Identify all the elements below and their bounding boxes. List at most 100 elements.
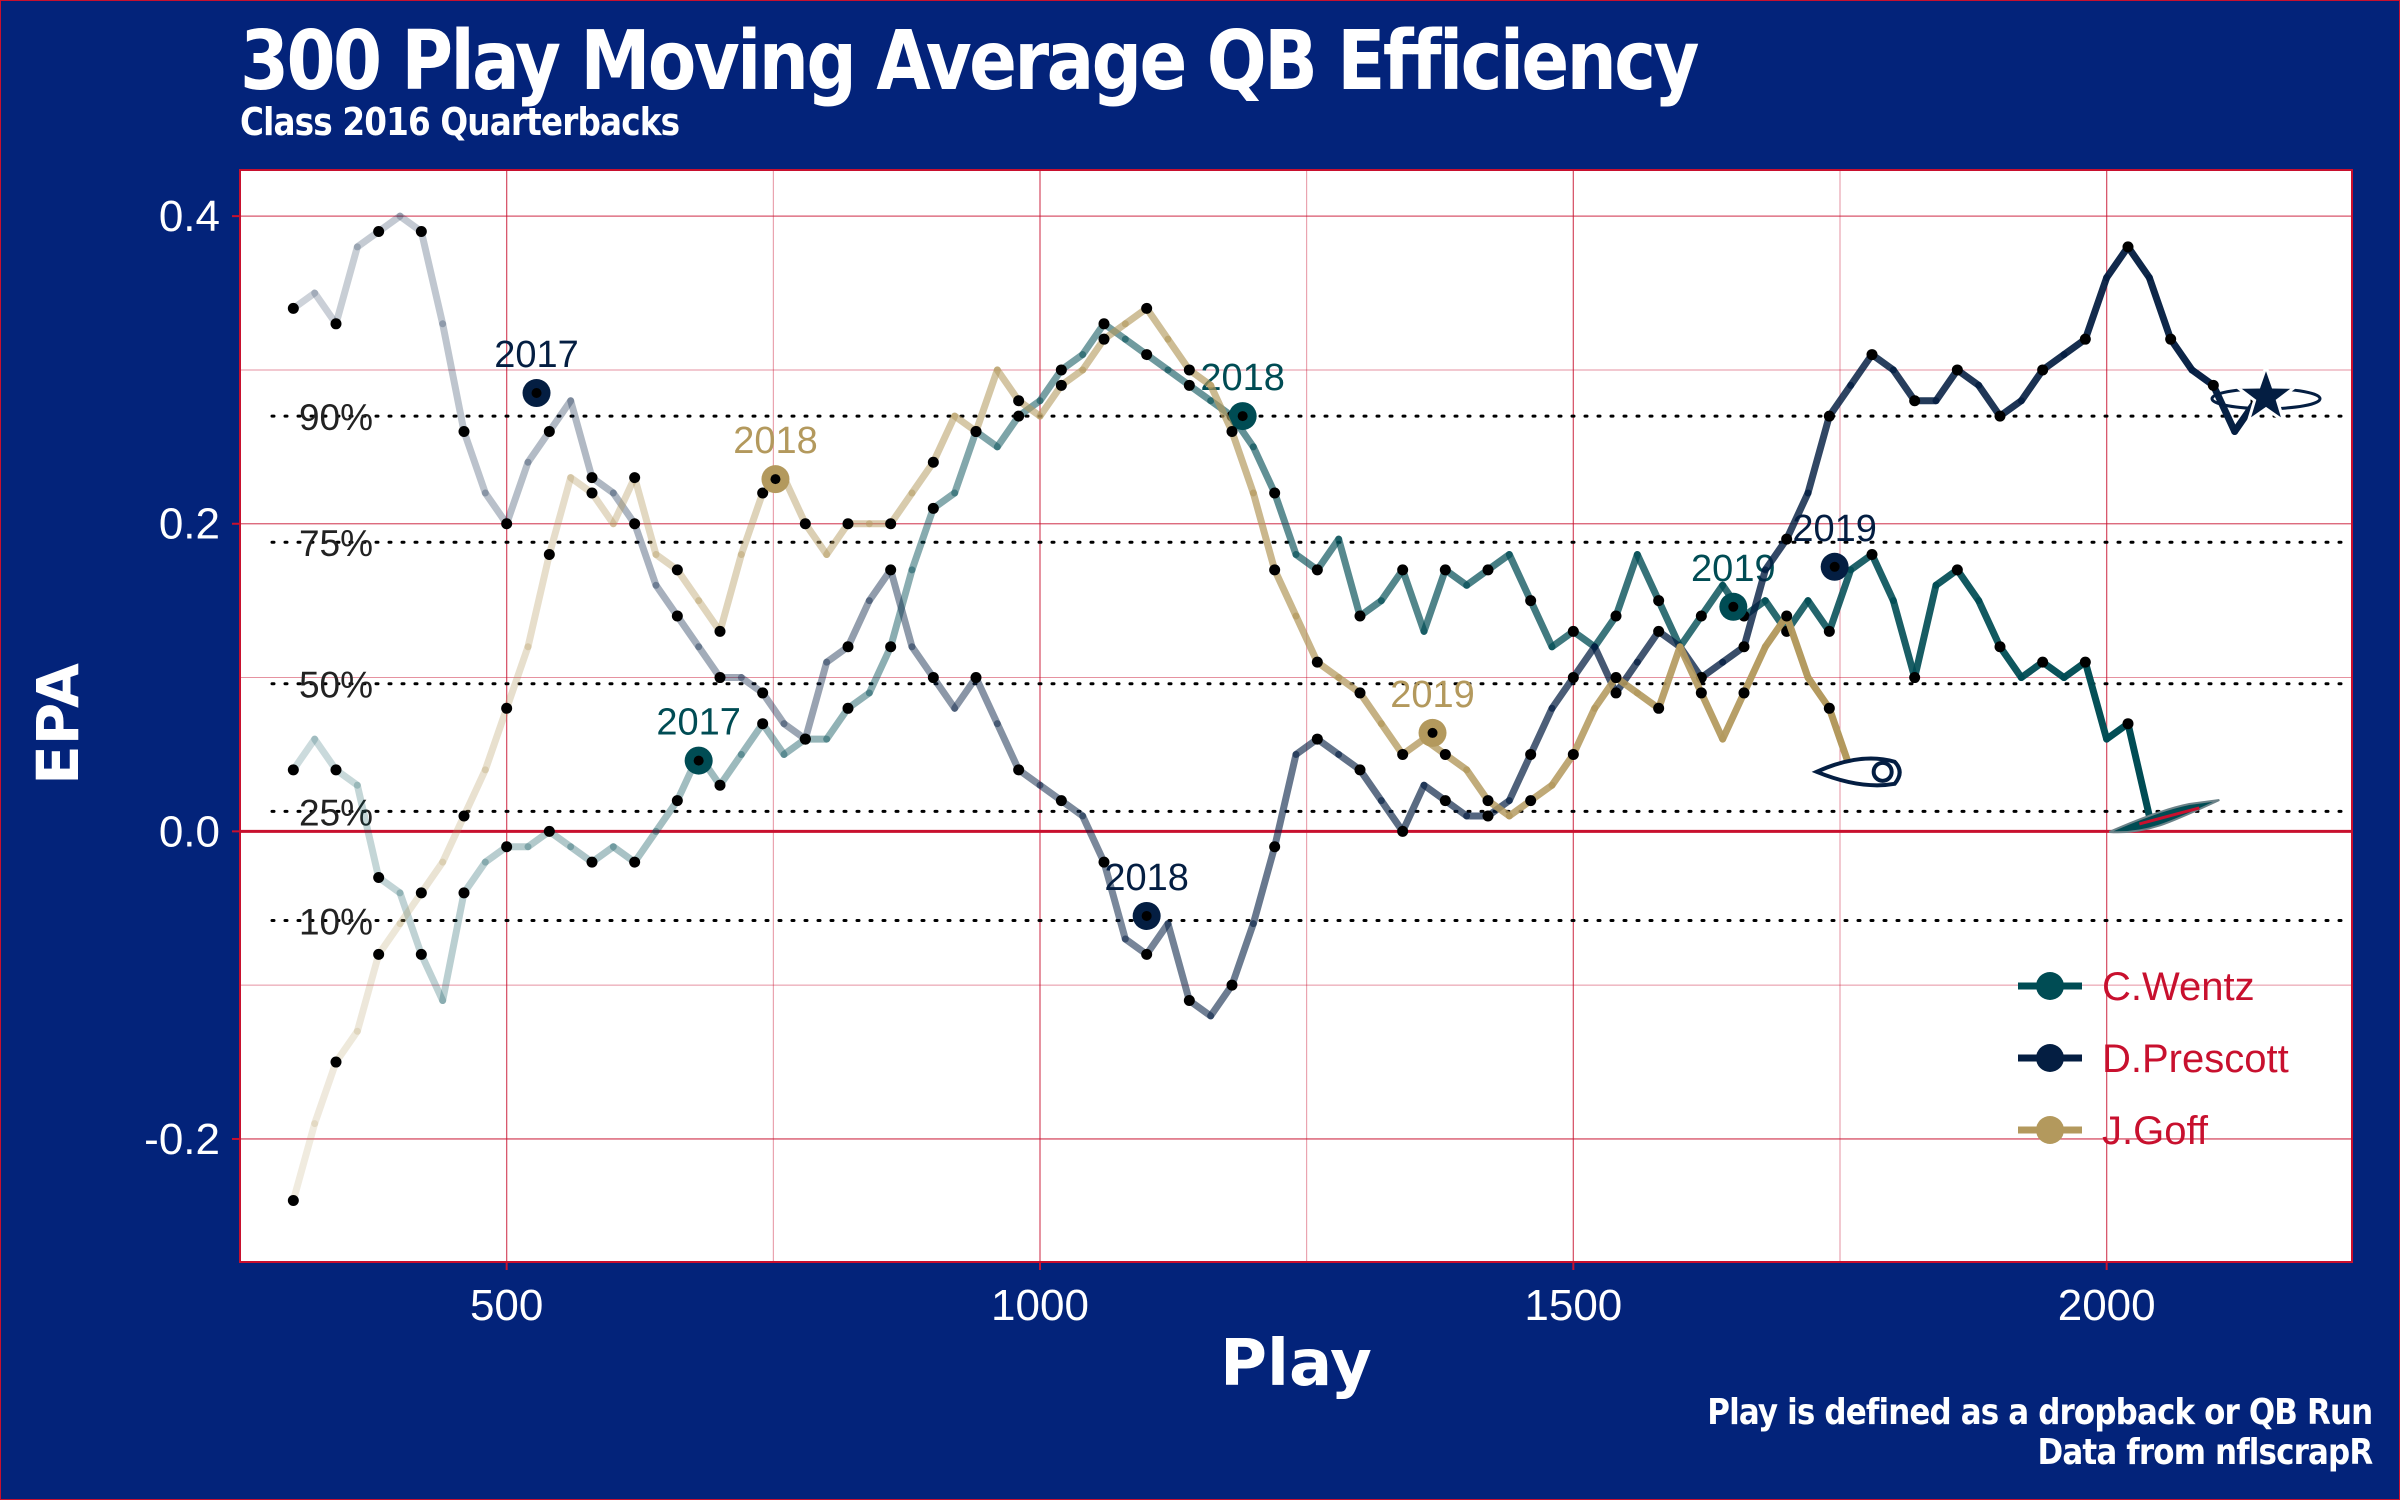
data-point [1013,764,1025,776]
x-axis-title: Play [1220,1327,1372,1401]
series-line-segment [1591,612,1620,651]
series-line-segment [2124,720,2153,820]
data-point [1013,410,1025,422]
data-point [586,856,598,868]
data-point [1354,764,1366,776]
data-point [1183,379,1195,391]
data-point [1781,533,1793,545]
y-tick-label: 0.2 [159,500,220,549]
data-point [2207,379,2219,391]
series-line-segment [1249,489,1279,574]
series-line-segment [588,489,617,528]
series-line-segment [1591,674,1620,712]
data-point [757,687,769,699]
data-point [1482,795,1494,807]
series-line-segment [417,228,447,328]
data-point [1311,656,1323,668]
series-line-segment [2103,243,2132,282]
series-line-segment [1527,704,1556,758]
data-point [586,472,598,484]
series-line-segment [1804,412,1833,497]
data-point [1439,795,1451,807]
series-line-segment [673,566,703,605]
season-marker-center [1829,561,1840,572]
series-line-segment [396,889,425,958]
series-line-segment [1505,551,1535,605]
data-point [1141,349,1153,361]
data-point [543,425,555,437]
series-line-segment [1655,597,1684,651]
data-point [458,425,470,437]
data-point [714,672,726,684]
series-line-segment [332,1027,361,1066]
data-point [2122,718,2134,730]
series-line-segment [1975,597,2004,651]
series-line-segment [673,612,703,651]
series-line-segment [1804,597,1833,635]
series-line-segment [993,412,1023,451]
data-point [842,518,854,530]
series-line-segment [1761,535,1791,574]
season-marker-center [770,474,781,485]
cowboys-star-icon [2233,362,2299,425]
data-point [543,825,555,837]
series-line-segment [865,566,895,605]
data-point [2165,333,2177,345]
data-point [2037,364,2049,376]
data-point [2079,656,2091,668]
data-point [458,810,470,822]
series-dprescott: 2017 2018 2019 [287,212,2262,1020]
data-point [1610,687,1622,699]
data-point [1994,410,2006,422]
season-label: 2017 [656,702,741,744]
series-line-segment [652,797,681,835]
data-point [1397,825,1409,837]
series-line-segment [1569,704,1599,758]
data-point [1866,549,1878,561]
series-line-segment [1633,627,1663,666]
series-line-segment [1847,351,1876,389]
data-point [1738,687,1750,699]
series-line-segment [652,581,681,620]
data-point [1098,856,1110,868]
series-line-segment [1377,797,1407,835]
series-line-segment [1740,566,1769,651]
data-point [2037,656,2049,668]
series-line-segment [1527,597,1556,651]
plot-panel [239,169,2353,1263]
series-line-segment [311,289,340,328]
data-point [1098,333,1110,345]
reference-label: 25% [299,792,373,833]
series-line-segment [1463,766,1492,805]
season-marker-center [1141,910,1152,921]
data-point [1567,672,1579,684]
series-line-segment [1932,366,1961,405]
series-line-segment [1719,689,1748,743]
series-line-segment [2081,658,2111,743]
series-line-segment [481,704,511,774]
series-line-segment [1868,551,1897,605]
series-line-segment [460,427,489,497]
series-line-segment [1676,612,1705,651]
data-point [586,487,598,499]
data-point [1183,364,1195,376]
data-point [1653,702,1665,714]
data-point [1354,687,1366,699]
series-line-segment [375,920,404,958]
series-line-segment [801,520,831,559]
series-line-segment [929,674,959,712]
series-line-segment [1633,551,1663,605]
y-tick-label: -0.2 [144,1115,220,1164]
series-line-segment [631,827,660,866]
data-point [501,518,513,530]
series-line-segment [951,427,980,497]
data-point [885,564,897,576]
series-line-segment [759,720,788,758]
series-line-segment [545,397,575,435]
series-line-segment [823,520,852,559]
series-line-segment [460,766,489,820]
data-point [1525,795,1537,807]
data-point [1610,672,1622,684]
reference-label: 75% [299,523,373,564]
legend-key-marker [2036,1116,2064,1144]
